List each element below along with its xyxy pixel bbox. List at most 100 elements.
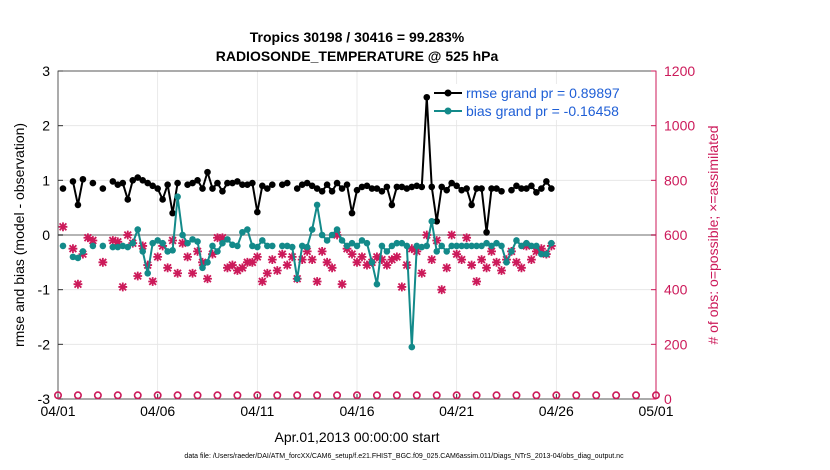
bias-point xyxy=(298,242,306,250)
bias-point xyxy=(503,259,510,266)
bias-point xyxy=(368,259,376,266)
rmse-point xyxy=(303,179,311,187)
chart-title: Tropics 30198 / 30416 = 99.283% xyxy=(250,29,465,45)
obs-assimilated-point xyxy=(143,260,153,270)
bias-point xyxy=(363,239,371,247)
obs-possible-point xyxy=(432,391,441,400)
rmse-point xyxy=(308,182,316,190)
obs-possible-point xyxy=(293,391,302,400)
bias-point xyxy=(508,248,515,255)
bias-point xyxy=(498,242,505,250)
rmse-point xyxy=(259,182,266,190)
obs-assimilated-point xyxy=(98,257,108,267)
bias-point xyxy=(124,243,132,251)
obs-assimilated-point xyxy=(467,260,477,270)
bias-point xyxy=(383,248,391,255)
obs-assimilated-point xyxy=(88,236,98,245)
obs-assimilated-point xyxy=(277,249,287,259)
obs-possible-point xyxy=(73,391,82,400)
obs-assimilated-point xyxy=(242,257,252,267)
bias-point xyxy=(244,226,251,233)
obs-assimilated-point xyxy=(317,247,327,256)
rmse-point xyxy=(59,185,67,192)
rmse-point xyxy=(204,168,211,176)
rmse-point xyxy=(189,179,196,187)
rmse-point xyxy=(174,179,181,187)
bias-point xyxy=(214,248,221,255)
obs-possible-point xyxy=(572,391,581,400)
obs-assimilated-point xyxy=(407,244,417,254)
y-tick-label: 1 xyxy=(42,172,50,188)
bias-point xyxy=(478,242,485,250)
rmse-point xyxy=(144,179,151,187)
x-tick-label: 04/06 xyxy=(140,403,175,419)
bias-point xyxy=(174,193,181,201)
bias-point xyxy=(408,343,416,351)
obs-assimilated-point xyxy=(118,282,128,292)
rmse-point xyxy=(378,187,386,195)
bias-point xyxy=(268,242,276,250)
obs-assimilated-point xyxy=(267,255,277,264)
bias-point xyxy=(194,238,201,245)
rmse-point xyxy=(114,181,122,189)
obs-possible-point xyxy=(632,391,641,400)
bias-point xyxy=(483,239,490,247)
obs-assimilated-point xyxy=(357,252,367,262)
obs-possible-point xyxy=(273,391,282,400)
bias-point xyxy=(313,201,321,209)
bias-point xyxy=(89,242,97,250)
obs-possible-point xyxy=(313,391,322,400)
rmse-point xyxy=(219,187,226,195)
rmse-point xyxy=(343,181,351,189)
y-tick-label: -3 xyxy=(38,391,51,407)
obs-possible-point xyxy=(113,391,122,400)
obs-assimilated-point xyxy=(347,249,357,259)
obs-assimilated-point xyxy=(487,247,496,256)
chart-subtitle: RADIOSONDE_TEMPERATURE @ 525 hPa xyxy=(216,48,499,64)
rmse-point xyxy=(528,182,535,190)
legend-bias-marker xyxy=(444,107,452,115)
rmse-point xyxy=(318,187,326,195)
obs-possible-point xyxy=(53,391,62,400)
obs-assimilated-point xyxy=(287,252,297,262)
bias-point xyxy=(204,259,211,266)
rmse-point xyxy=(323,181,331,189)
x-tick-label: 05/01 xyxy=(638,403,673,419)
bias-point xyxy=(433,248,441,255)
obs-assimilated-point xyxy=(83,233,93,243)
bias-point xyxy=(413,242,421,250)
obs-assimilated-point xyxy=(337,279,347,289)
bias-point xyxy=(493,239,500,247)
obs-assimilated-point xyxy=(472,277,481,286)
obs-assimilated-point xyxy=(153,252,163,262)
legend-bias-label: bias grand pr = -0.16458 xyxy=(466,103,619,119)
obs-possible-point xyxy=(612,391,621,400)
x-tick-label: 04/21 xyxy=(439,403,474,419)
obs-assimilated-point xyxy=(282,260,292,270)
bias-point xyxy=(119,242,127,250)
bias-point xyxy=(453,242,460,250)
rmse-point xyxy=(483,228,490,236)
bias-point xyxy=(423,242,431,250)
rmse-point xyxy=(239,181,246,189)
rmse-point xyxy=(254,208,261,216)
rmse-point xyxy=(124,196,132,203)
bias-point xyxy=(348,239,356,247)
obs-assimilated-point xyxy=(312,277,322,286)
bias-point xyxy=(338,237,346,244)
rmse-point xyxy=(348,209,356,217)
obs-assimilated-point xyxy=(527,255,536,264)
bias-point xyxy=(353,242,361,250)
bias-point xyxy=(378,242,386,250)
rmse-point xyxy=(109,178,117,185)
legend-rmse-marker xyxy=(444,89,452,97)
legend: rmse grand pr = 0.89897 bias grand pr = … xyxy=(432,84,642,120)
obs-assimilated-point xyxy=(108,236,118,245)
bias-point xyxy=(99,242,107,250)
obs-assimilated-point xyxy=(247,257,257,267)
rmse-point xyxy=(283,179,291,187)
rmse-point xyxy=(413,182,421,190)
obs-assimilated-point xyxy=(322,257,332,267)
obs-assimilated-point xyxy=(193,247,202,256)
